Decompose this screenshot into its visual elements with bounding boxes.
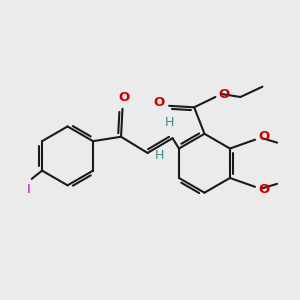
Text: O: O [218,88,230,100]
Text: O: O [259,183,270,196]
Text: O: O [154,96,165,110]
Text: I: I [27,183,31,196]
Text: O: O [259,130,270,143]
Text: O: O [118,92,130,104]
Text: H: H [164,116,174,129]
Text: H: H [155,149,164,162]
